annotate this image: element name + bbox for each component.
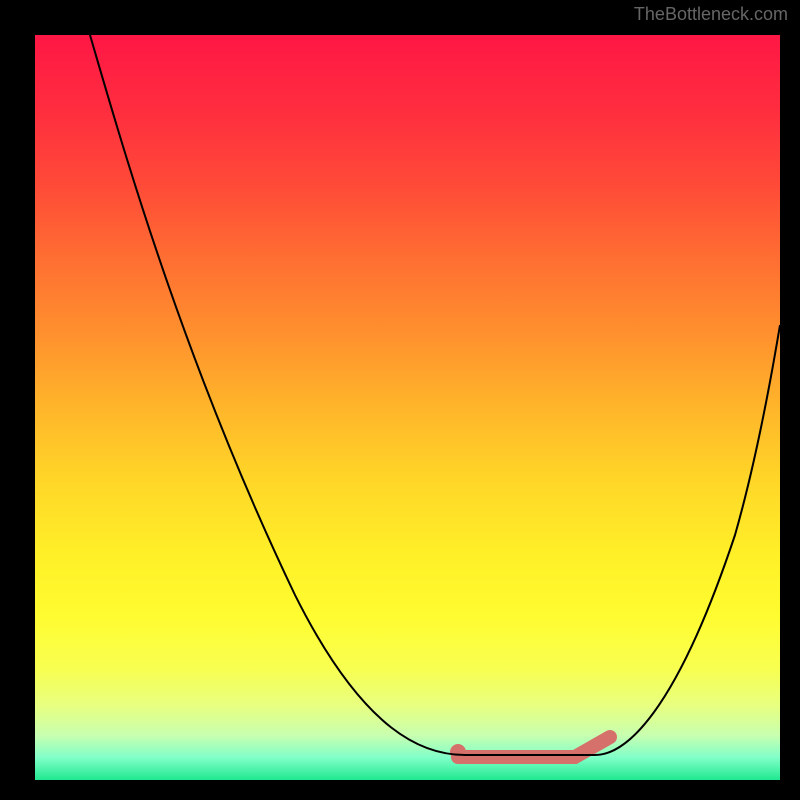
highlight-dot (450, 744, 466, 760)
chart-background (35, 35, 780, 780)
chart-plot-area (35, 35, 780, 780)
chart-svg (35, 35, 780, 780)
watermark-text: TheBottleneck.com (634, 4, 788, 25)
